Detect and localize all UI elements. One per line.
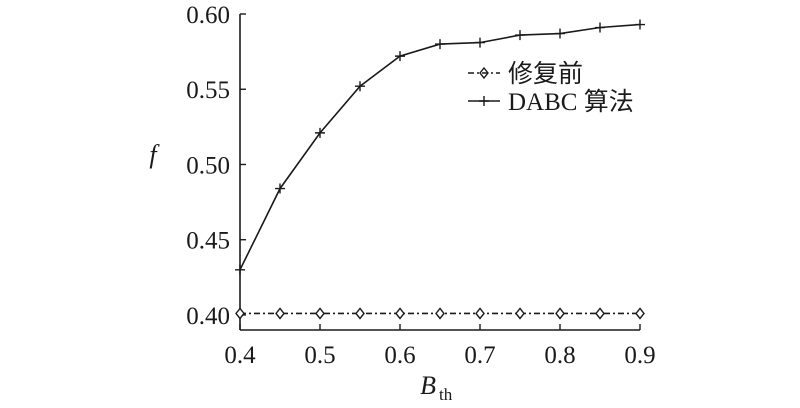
x-tick-label: 0.9 [624,342,655,369]
legend: 修复前 DABC 算法 [468,60,634,116]
x-tick-label: 0.6 [384,342,415,369]
data-point-plus [635,19,645,30]
data-point-diamond [515,307,525,320]
x-tick-label: 0.5 [304,342,335,369]
data-point-diamond [235,307,245,320]
legend-label-before-repair: 修复前 [508,60,583,88]
data-point-diamond [395,307,405,320]
data-point-diamond [275,307,285,320]
legend-label-dabc: DABC 算法 [508,88,634,116]
data-point-plus [435,39,445,50]
legend-plus-marker [479,96,489,106]
data-point-plus [475,37,485,48]
data-point-diamond [315,307,325,320]
data-point-diamond [475,307,485,320]
y-axis-ticks: 0.40 0.45 0.50 0.55 0.60 [186,2,246,330]
y-tick-label: 0.45 [186,228,230,255]
axes [239,14,640,331]
y-tick-label: 0.60 [186,2,230,29]
y-tick-label: 0.55 [186,77,230,104]
x-tick-label: 0.7 [464,342,495,369]
x-tick-label: 0.8 [544,342,575,369]
x-axis-ticks: 0.4 0.5 0.6 0.7 0.8 0.9 [224,324,656,369]
y-tick-label: 0.40 [186,303,230,330]
x-axis-label: B [420,371,436,400]
data-point-plus [515,30,525,41]
legend-item-dabc: DABC 算法 [468,88,634,116]
data-point-diamond [435,307,445,320]
data-point-diamond [635,307,645,320]
legend-item-before-repair: 修复前 [468,60,583,88]
data-point-plus [275,183,285,194]
data-point-plus [315,127,325,138]
series-layer [235,19,645,320]
data-point-diamond [555,307,565,320]
y-axis-label: f [149,140,160,169]
data-point-plus [555,28,565,39]
x-axis-label-subscript: th [439,385,453,404]
data-point-plus [355,81,365,92]
data-point-diamond [355,307,365,320]
data-point-plus [235,264,245,275]
data-point-plus [595,22,605,33]
legend-diamond-marker [479,66,489,80]
data-point-plus [395,51,405,62]
x-tick-label: 0.4 [224,342,256,369]
data-point-diamond [595,307,605,320]
y-tick-label: 0.50 [186,152,230,179]
